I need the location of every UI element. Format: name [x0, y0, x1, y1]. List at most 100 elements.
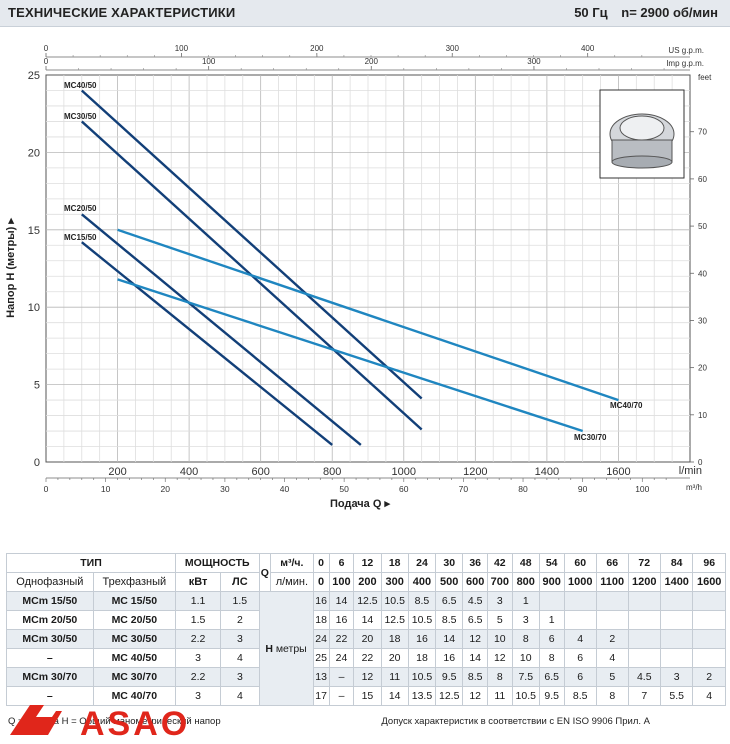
series-label-mc40-70: MC40/70 — [610, 401, 643, 410]
q-lmin-value: 800 — [511, 572, 540, 592]
usgpm-tick-label: 100 — [175, 44, 189, 53]
power-header: МОЩНОСТЬ — [174, 553, 260, 573]
head-value: 6 — [563, 648, 597, 668]
table-row: MCm 30/70 MC 30/70 2.2 3 13–12 11 10.5 9.5 8.5 8 7… — [6, 667, 726, 687]
q-m3h-value: 42 — [486, 553, 513, 573]
m3h-tick-label: 70 — [459, 484, 469, 494]
three-phase-model: MC 15/50 — [92, 591, 176, 611]
m3h-tick-label: 50 — [339, 484, 349, 494]
y-axis-title: Напор Н (метры) ▸ — [5, 218, 17, 318]
q-lmin-value: 400 — [407, 572, 437, 592]
hp-header: ЛС — [220, 572, 260, 592]
q-m3h-value: 24 — [407, 553, 437, 573]
h-unit: метры — [275, 642, 307, 655]
head-value — [595, 610, 629, 630]
head-value: 6.5 — [435, 591, 464, 611]
power-hp: 4 — [220, 686, 260, 706]
q-m3h-value: 6 — [328, 553, 355, 573]
head-value: 3 — [659, 667, 694, 687]
head-value: 10.5 — [407, 667, 437, 687]
q-lmin-value: 1200 — [627, 572, 661, 592]
single-phase-model: MCm 30/70 — [6, 667, 94, 687]
head-value: 16 — [435, 648, 464, 668]
head-value: 3 — [486, 591, 513, 611]
x-tick-label: 200 — [108, 466, 126, 478]
logo-text: ASAO — [80, 705, 190, 743]
y-tick-label: 0 — [34, 457, 40, 469]
q-lmin-value: 1600 — [692, 572, 726, 592]
head-value: 10.5 — [380, 591, 409, 611]
head-value — [659, 629, 694, 649]
q-label: Q — [258, 553, 272, 592]
m3h-tick-label: 10 — [101, 484, 111, 494]
power-kw: 2.2 — [174, 667, 222, 687]
head-value: 12.5 — [380, 610, 409, 630]
q-lmin-value: 700 — [486, 572, 513, 592]
head-value: 12 — [462, 686, 488, 706]
table-row: MCm 30/50 MC 30/50 2.2 3 24 22 20 18 16 14 12 10 8 6 4… — [6, 629, 726, 649]
head-value: 14 — [380, 686, 409, 706]
head-value: 10 — [511, 648, 540, 668]
usgpm-tick-label: 300 — [446, 44, 460, 53]
head-value: 3 — [511, 610, 540, 630]
x-tick-label: 1200 — [463, 466, 487, 478]
head-value: 8.5 — [407, 591, 437, 611]
head-value: 8 — [595, 686, 629, 706]
m3h-tick-label: 60 — [399, 484, 409, 494]
q-unit-lmin: л/мин. — [270, 572, 314, 592]
three-phase-model: MC 40/70 — [92, 686, 176, 706]
speed-value: n= 2900 об/мин — [621, 5, 718, 20]
feet-unit-label: feet — [698, 73, 712, 82]
m3h-tick-label: 20 — [161, 484, 171, 494]
head-value: 10.5 — [511, 686, 540, 706]
head-value: 8 — [511, 629, 540, 649]
q-m3h-value: 54 — [538, 553, 565, 573]
head-value — [659, 648, 694, 668]
three-phase-model: MC 40/50 — [92, 648, 176, 668]
pump-top-shape — [619, 115, 665, 141]
x-tick-label: 1400 — [535, 466, 559, 478]
head-value — [627, 648, 661, 668]
head-value: 8.5 — [462, 667, 488, 687]
head-value: 8.5 — [435, 610, 464, 630]
series-line-mc30-70 — [117, 278, 584, 433]
q-m3h-value: 60 — [563, 553, 597, 573]
impgpm-tick-label: 200 — [365, 57, 379, 66]
head-value: 22 — [328, 629, 355, 649]
head-value: 8 — [486, 667, 513, 687]
series-line-mc40-50 — [80, 89, 423, 400]
q-m3h-value: 0 — [312, 553, 330, 573]
series-line-mc20-50 — [81, 213, 362, 446]
head-value: 9.5 — [435, 667, 464, 687]
head-value: 14 — [435, 629, 464, 649]
head-value: 8 — [538, 648, 565, 668]
table-row: – MC 40/70 3 4 17–15 14 13.5 12.5 12 11 10.5 9.5 8.5… — [6, 686, 726, 706]
logo-mark — [10, 705, 62, 735]
table-subheader-row: Однофазный Трехфазный кВт ЛС л/мин. 0 100 200 30… — [6, 572, 726, 592]
head-value — [538, 591, 565, 611]
head-value: 18 — [380, 629, 409, 649]
head-value: 12.5 — [353, 591, 382, 611]
q-lmin-value: 900 — [538, 572, 565, 592]
y-tick-label: 20 — [28, 147, 40, 159]
head-value: 15 — [353, 686, 382, 706]
y-tick-label: 15 — [28, 225, 40, 237]
x-tick-label: 600 — [251, 466, 269, 478]
head-value: 5.5 — [659, 686, 694, 706]
head-value — [692, 591, 726, 611]
head-value: 7.5 — [511, 667, 540, 687]
head-value: 6.5 — [462, 610, 488, 630]
head-value: – — [328, 667, 355, 687]
power-hp: 1.5 — [220, 591, 260, 611]
q-m3h-value: 36 — [462, 553, 488, 573]
x-tick-label: 1600 — [606, 466, 630, 478]
head-value: 4.5 — [627, 667, 661, 687]
single-phase-model: MCm 20/50 — [6, 610, 94, 630]
feet-tick-label: 20 — [698, 364, 707, 373]
q-lmin-value: 1400 — [659, 572, 694, 592]
head-value: 4 — [563, 629, 597, 649]
head-value: 12 — [462, 629, 488, 649]
head-value: 6.5 — [538, 667, 565, 687]
head-value: 4 — [692, 686, 726, 706]
